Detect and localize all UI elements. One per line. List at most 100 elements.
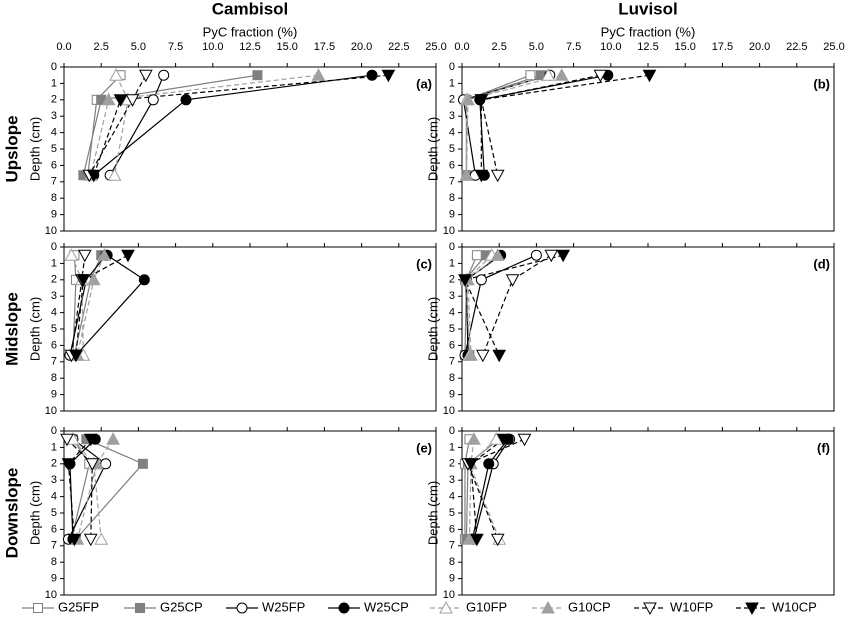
y-axis-label: Depth (cm) [27, 481, 42, 545]
legend-marker [439, 600, 453, 614]
marker [492, 349, 507, 363]
marker [381, 69, 396, 83]
legend-marker [338, 602, 350, 614]
x-tick-label: 0.0 [56, 41, 71, 53]
marker [97, 248, 112, 261]
legend-label: G25FP [58, 599, 99, 614]
x-tick-label: 2.5 [94, 41, 109, 53]
panel: 0 1 2 3 4 5 6 7 8 9 10 Depth (cm) (f) [425, 425, 835, 601]
y-tick-label: 10 [443, 225, 455, 237]
y-tick-label: 6 [449, 339, 455, 351]
y-tick-label: 2 [51, 458, 57, 470]
plot-frame [63, 430, 437, 596]
x-tick-label: 5.0 [529, 41, 544, 53]
marker [121, 249, 135, 263]
marker [83, 433, 98, 447]
marker [525, 70, 536, 81]
series-line [82, 74, 258, 176]
y-tick-label: 5 [449, 507, 455, 519]
marker [100, 458, 112, 470]
marker [505, 274, 520, 287]
series-line [482, 254, 552, 356]
y-tick-label: 3 [449, 110, 455, 122]
y-tick-label: 4 [51, 491, 57, 503]
y-tick-label: 7 [449, 540, 455, 552]
x-tick-label: 7.5 [168, 41, 183, 53]
marker [489, 432, 504, 445]
marker [94, 532, 109, 545]
y-tick-label: 2 [449, 94, 455, 106]
marker [464, 348, 478, 361]
x-tick-label: 7.5 [566, 41, 581, 53]
marker [459, 168, 474, 181]
y-tick-label: 7 [51, 356, 57, 368]
marker [85, 458, 100, 471]
legend-marker [643, 602, 657, 616]
x-axis-label: PyC fraction (%) [601, 24, 696, 39]
marker [113, 94, 128, 107]
y-tick-label: 5 [449, 143, 455, 155]
y-axis-label: Depth (cm) [425, 481, 440, 545]
marker [158, 69, 170, 81]
marker [474, 169, 489, 183]
y-tick-label: 2 [449, 274, 455, 286]
series-line [465, 74, 549, 176]
series-line [75, 254, 146, 356]
row-title: Downslope [2, 468, 21, 559]
marker [76, 274, 91, 287]
series-line [464, 254, 564, 356]
panel: 0.0 2.5 5.0 7.5 10.0 12.5 15.0 17.5 20.0 22.5 25.0… [425, 24, 844, 236]
plot-frame [461, 246, 835, 412]
marker [107, 168, 122, 181]
y-tick-label: 4 [51, 127, 57, 139]
y-axis-label: Depth (cm) [27, 117, 42, 181]
y-tick-label: 3 [449, 290, 455, 302]
marker [67, 533, 82, 547]
x-tick-label: 22.5 [388, 41, 409, 53]
y-tick-label: 1 [449, 77, 455, 89]
x-tick-label: 12.5 [239, 41, 260, 53]
plot-frame [461, 66, 835, 232]
marker [60, 433, 74, 447]
y-tick-label: 8 [51, 192, 57, 204]
series-line [114, 74, 129, 176]
x-tick-label: 0.0 [454, 41, 469, 53]
marker [86, 272, 101, 286]
marker [109, 68, 123, 81]
marker [541, 68, 556, 81]
row-title: Midslope [2, 292, 21, 366]
series-line [76, 438, 114, 540]
y-tick-label: 6 [51, 339, 57, 351]
legend-marker [745, 602, 759, 616]
y-tick-label: 6 [51, 523, 57, 535]
marker [77, 249, 92, 263]
marker [467, 432, 481, 445]
panel-label: (a) [416, 76, 432, 91]
marker [125, 94, 140, 107]
marker [474, 94, 489, 107]
marker [471, 250, 482, 261]
marker [475, 274, 487, 286]
legend-marker [236, 602, 248, 614]
panel-label: (e) [416, 440, 432, 455]
panel-label: (c) [416, 256, 432, 271]
marker [593, 69, 608, 83]
legend-label: G25CP [160, 599, 203, 614]
x-tick-label: 25.0 [425, 41, 446, 53]
y-tick-label: 0 [51, 61, 57, 73]
y-tick-label: 7 [51, 176, 57, 188]
y-tick-label: 0 [51, 241, 57, 253]
x-tick-label: 5.0 [131, 41, 146, 53]
legend-marker [541, 600, 555, 614]
y-tick-label: 8 [449, 556, 455, 568]
y-tick-label: 5 [51, 143, 57, 155]
marker [252, 70, 263, 81]
column-title: Luvisol [618, 0, 678, 18]
y-tick-label: 3 [51, 290, 57, 302]
marker [642, 69, 657, 83]
y-tick-label: 5 [51, 323, 57, 335]
legend-marker [33, 603, 43, 613]
panel: 0 1 2 3 4 5 6 7 8 9 10 Depth (cm) (c) [27, 241, 437, 417]
series-line [467, 254, 499, 356]
x-axis-label: PyC fraction (%) [203, 24, 298, 39]
